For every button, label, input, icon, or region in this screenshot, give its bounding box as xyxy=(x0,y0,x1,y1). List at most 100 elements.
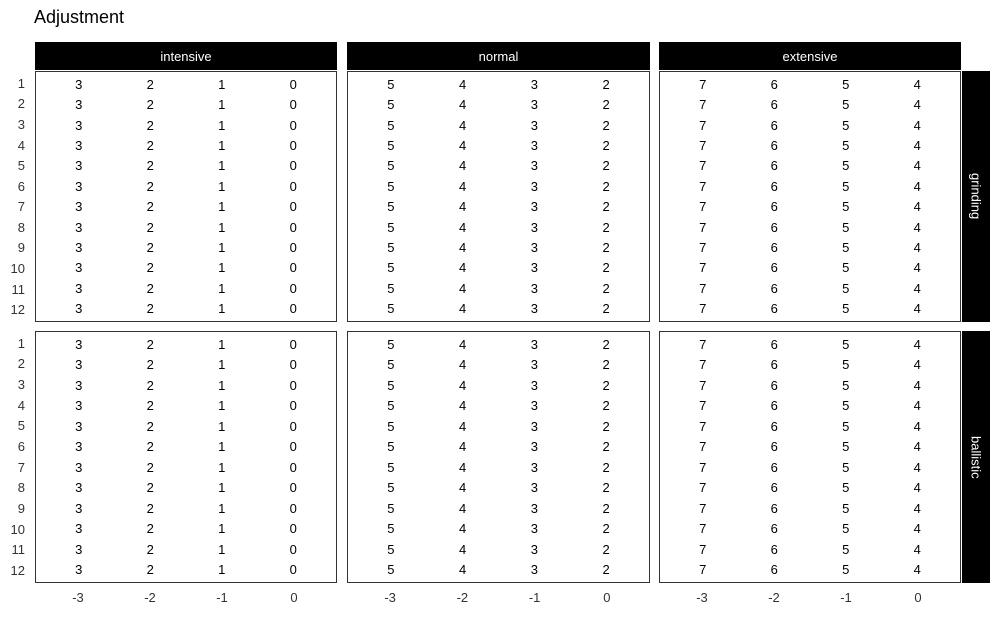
cell-value: 2 xyxy=(602,336,610,352)
cell-value: 2 xyxy=(602,541,610,557)
cell-value: 5 xyxy=(387,418,395,434)
y-axis-label: 6 xyxy=(17,439,25,455)
cell-value: 0 xyxy=(289,480,297,496)
cell-value: 6 xyxy=(770,199,778,215)
cell-value: 2 xyxy=(602,439,610,455)
cell-value: 6 xyxy=(770,500,778,516)
facet-col-strip-intensive: intensive xyxy=(35,42,337,70)
cell-value: 4 xyxy=(459,418,467,434)
cell-value: 3 xyxy=(530,377,538,393)
cell-value: 3 xyxy=(75,178,83,194)
panel-grinding-normal: 5 4 3 2 5 4 3 2 5 4 3 2 5 4 3 2 5 4 3 2 5 4 3 2 5 4 3 2 5 4 3 2 5 4 3 2 5 4 3 2… xyxy=(347,71,650,322)
x-axis-label: 0 xyxy=(603,589,611,605)
cell-value: 4 xyxy=(913,336,921,352)
cell-value: 7 xyxy=(699,336,707,352)
cell-value: 2 xyxy=(602,377,610,393)
cell-value: 2 xyxy=(146,280,154,296)
cell-value: 1 xyxy=(218,459,226,475)
x-axis-label: -3 xyxy=(696,589,708,605)
y-axis-labels-grinding: 1 2 3 4 5 6 7 8 9 10 11 12 xyxy=(0,71,25,322)
y-axis-label: 12 xyxy=(10,302,25,318)
cell-value: 1 xyxy=(218,500,226,516)
y-axis-label: 10 xyxy=(10,261,25,277)
x-axis-label: -1 xyxy=(528,589,541,605)
cell-value: 5 xyxy=(842,562,850,578)
cell-value: 3 xyxy=(75,158,83,174)
cell-value: 5 xyxy=(842,500,850,516)
cell-value: 3 xyxy=(75,97,83,113)
y-axis-labels-ballistic: 1 2 3 4 5 6 7 8 9 10 11 12 xyxy=(0,331,25,583)
cell-value: 7 xyxy=(699,418,707,434)
cell-value: 3 xyxy=(75,280,83,296)
cell-value: 3 xyxy=(75,500,83,516)
cell-value: 0 xyxy=(289,137,297,153)
cell-value: 4 xyxy=(913,357,921,373)
cell-value: 4 xyxy=(459,480,467,496)
cell-value: 5 xyxy=(387,178,395,194)
cell-value: 2 xyxy=(146,97,154,113)
cell-value: 0 xyxy=(289,439,297,455)
cell-value: 4 xyxy=(913,377,921,393)
cell-value: 3 xyxy=(530,459,538,475)
cell-value: 3 xyxy=(75,541,83,557)
y-axis-label: 1 xyxy=(17,335,25,351)
cell-value: 5 xyxy=(842,240,850,256)
x-axis-label: -3 xyxy=(72,589,84,605)
cell-value: 3 xyxy=(530,418,538,434)
cell-value: 3 xyxy=(75,377,83,393)
cell-value: 0 xyxy=(289,280,297,296)
cell-value: 7 xyxy=(699,439,707,455)
cell-value: 1 xyxy=(218,76,226,92)
cell-value: 4 xyxy=(913,562,921,578)
cell-value: 2 xyxy=(146,117,154,133)
cell-value: 3 xyxy=(75,418,83,434)
cell-value: 4 xyxy=(913,301,921,317)
cell-value: 2 xyxy=(602,158,610,174)
cell-value: 3 xyxy=(530,240,538,256)
x-axis-labels-extensive: -3 -2 -1 0 xyxy=(659,589,961,605)
cell-value: 4 xyxy=(459,260,467,276)
cell-value: 6 xyxy=(770,76,778,92)
cell-value: 5 xyxy=(387,562,395,578)
cell-value: 6 xyxy=(770,541,778,557)
cell-value: 5 xyxy=(842,158,850,174)
y-axis-label: 11 xyxy=(11,281,26,297)
cell-value: 6 xyxy=(770,439,778,455)
cell-value: 2 xyxy=(146,562,154,578)
cell-value: 1 xyxy=(218,117,226,133)
cell-value: 2 xyxy=(146,439,154,455)
cell-value: 5 xyxy=(387,500,395,516)
cell-value: 4 xyxy=(913,280,921,296)
cell-value: 4 xyxy=(459,219,467,235)
cell-value: 2 xyxy=(602,459,610,475)
facet-row-strip-label: grinding xyxy=(968,173,984,220)
cell-value: 0 xyxy=(289,76,297,92)
cell-value: 2 xyxy=(146,459,154,475)
cell-value: 3 xyxy=(75,439,83,455)
cell-value: 4 xyxy=(913,439,921,455)
x-axis-label: 0 xyxy=(914,589,922,605)
x-axis-label: -1 xyxy=(840,589,852,605)
cell-value: 4 xyxy=(459,199,467,215)
cell-value: 7 xyxy=(699,480,707,496)
cell-value: 3 xyxy=(530,500,538,516)
cell-value: 2 xyxy=(602,357,610,373)
cell-value: 2 xyxy=(146,398,154,414)
cell-value: 0 xyxy=(289,301,297,317)
cell-value: 4 xyxy=(913,219,921,235)
cell-value: 7 xyxy=(699,357,707,373)
cell-value: 2 xyxy=(146,178,154,194)
y-axis-label: 7 xyxy=(17,459,25,475)
cell-value: 7 xyxy=(699,280,707,296)
cell-value: 5 xyxy=(387,459,395,475)
y-axis-label: 4 xyxy=(17,137,25,153)
y-axis-label: 3 xyxy=(17,116,25,132)
cell-value: 7 xyxy=(699,137,707,153)
cell-value: 4 xyxy=(459,439,467,455)
cell-value: 4 xyxy=(913,97,921,113)
cell-value: 3 xyxy=(75,480,83,496)
x-axis-labels-normal: -3 -2 -1 0 xyxy=(347,589,650,605)
cell-value: 6 xyxy=(770,97,778,113)
cell-value: 5 xyxy=(842,280,850,296)
